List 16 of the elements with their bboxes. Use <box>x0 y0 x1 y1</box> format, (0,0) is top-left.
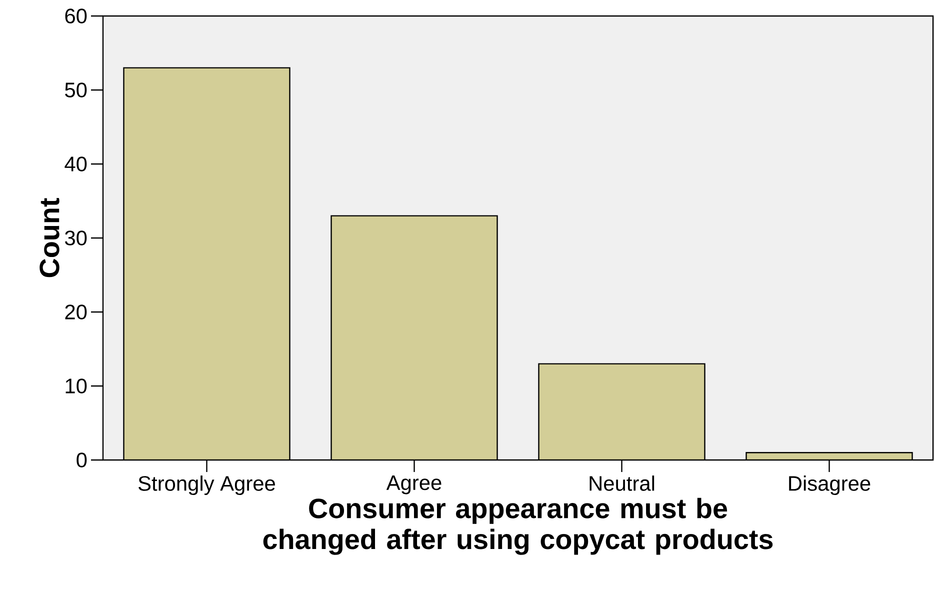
bar <box>124 68 290 460</box>
y-tick-label: 40 <box>64 156 87 172</box>
bar <box>538 364 705 460</box>
x-tick-label: Strongly Agree <box>138 476 275 496</box>
bar <box>331 216 498 460</box>
y-tick-label: 50 <box>65 82 87 98</box>
x-axis-title: Consumer appearance must be changed after using copycat products <box>263 498 773 555</box>
x-tick-label: Neutral <box>590 476 654 491</box>
x-tick-label: Disagree <box>789 476 870 496</box>
y-tick-label: 10 <box>66 378 87 394</box>
y-tick-label: 30 <box>65 230 87 246</box>
y-tick-label: 0 <box>76 452 87 468</box>
x-tick-label: Agree <box>386 476 442 494</box>
y-axis-title: Count <box>40 198 60 278</box>
y-tick-label: 20 <box>65 304 87 320</box>
y-tick-label: 60 <box>65 8 87 24</box>
